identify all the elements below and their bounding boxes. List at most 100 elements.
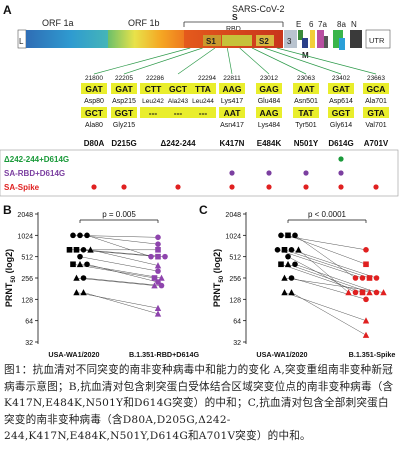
ref-codon-box: [328, 83, 354, 94]
mutation-label: E484K: [257, 139, 282, 148]
figure-caption: 图1：抗血清对不同突变的南非变种病毒中和能力的变化 A,突变重组南非变种新冠病毒…: [4, 364, 394, 443]
mutation-label: Δ242-244: [160, 139, 196, 148]
mut-amino-acid: Tyr501: [295, 122, 317, 129]
panel-b-letter: B: [3, 203, 12, 217]
mut-codon: AAG: [260, 108, 279, 118]
ref-codon: AAT: [298, 84, 316, 94]
variant-rows: Δ242-244+D614G SA-RBD+D614G SA-Spike: [0, 149, 399, 197]
mutation-connector: [123, 47, 203, 75]
data-point-right: [373, 289, 380, 296]
y-tick-label: 32: [233, 340, 241, 347]
ref-codon-box: [363, 83, 389, 94]
mut-codon-box: [363, 107, 389, 118]
mutation-connector: [177, 47, 216, 75]
mutation-connector: [226, 47, 233, 75]
variant-dot: [338, 184, 344, 190]
mutation-label: D614G: [328, 139, 353, 148]
y-tick-label: 256: [229, 276, 241, 283]
pair-line: [294, 235, 356, 279]
ref-codon: TTA: [195, 84, 211, 94]
variant-dot: [266, 184, 272, 190]
s2-region: [256, 35, 274, 46]
y-axis-label-tail: (log2): [212, 249, 222, 276]
ref-amino-acid: Leu242: [142, 98, 164, 105]
data-point-left: [295, 246, 302, 253]
variant-dot: [229, 170, 235, 176]
variant-dot: [175, 184, 181, 190]
figure-svg: A SARS-CoV-2 S RBD L ORF 1a ORF 1b S1 S2…: [0, 3, 399, 359]
data-point-left: [281, 246, 288, 253]
ref-amino-acid: Ala243: [168, 98, 189, 105]
orf8a-label: 8a: [337, 20, 346, 29]
mut-codon: TAT: [298, 108, 314, 118]
y-tick-label: 2048: [17, 212, 33, 219]
pair-line: [294, 264, 377, 293]
ref-amino-acid: Asn501: [294, 98, 318, 105]
ref-amino-acid: Asp80: [84, 98, 104, 105]
l-label: L: [19, 37, 24, 46]
n-label: N: [351, 20, 357, 29]
mut-codon-box: [293, 107, 319, 118]
orf7b-region: [324, 36, 328, 48]
data-point-right: [155, 279, 161, 285]
n-region: [350, 30, 362, 48]
data-point-right: [155, 253, 161, 260]
data-point-left: [278, 232, 284, 239]
ref-amino-acid: Lys417: [221, 98, 243, 105]
pair-line: [291, 249, 377, 279]
genome-position-end: 22294: [198, 75, 216, 82]
mut-amino-acid: Asn417: [220, 122, 244, 129]
orf3-region: [284, 30, 297, 48]
y-tick-label: 256: [21, 276, 33, 283]
y-tick-label: 64: [233, 319, 241, 326]
y-tick-label: 128: [229, 297, 241, 304]
mut-amino-acid: Gly215: [113, 122, 135, 129]
orf8a-region: [333, 30, 343, 48]
mut-codon-box: [328, 107, 354, 118]
mut-codon-box: [256, 107, 282, 118]
mutation-connector: [251, 47, 307, 75]
mutation-grid: 21800 GAT Asp80 GCT Ala80 D80A 22205 GAT Asp215 G…: [81, 47, 389, 148]
pair-line: [287, 264, 370, 293]
data-point-left: [288, 289, 295, 296]
variant-box: [0, 149, 399, 197]
pair-line: [79, 256, 159, 272]
data-point-left: [281, 274, 288, 281]
mutation-connector: [264, 47, 342, 75]
pair-line: [280, 264, 363, 293]
x-label-left: USA-WA1/2020: [256, 350, 307, 359]
mut-codon: ---: [149, 108, 158, 118]
y-tick-label: 32: [25, 340, 33, 347]
ref-codon-box: [293, 83, 319, 94]
pair-line: [79, 235, 159, 245]
data-point-right: [345, 289, 352, 296]
panel-a-letter: A: [3, 3, 12, 17]
pair-line: [86, 264, 159, 283]
variant-label: SA-RBD+D614G: [4, 169, 65, 178]
data-point-right: [162, 253, 168, 260]
data-point-left: [292, 261, 298, 268]
data-point-left: [288, 275, 295, 281]
mutation-label: D80A: [84, 139, 105, 148]
pair-line: [284, 249, 370, 279]
mut-amino-acid: Val701: [365, 122, 386, 129]
pair-line: [298, 249, 349, 293]
data-point-right: [362, 317, 370, 324]
pair-line: [86, 235, 152, 257]
ref-codon: GAT: [85, 84, 103, 94]
mutation-label: A701V: [364, 139, 389, 148]
y-axis-label: PRNT50 (log2): [4, 249, 17, 307]
genome-position: 21800: [85, 75, 103, 82]
genome-title: SARS-CoV-2: [232, 4, 285, 14]
data-point-right: [352, 289, 359, 296]
data-point-left: [77, 253, 83, 260]
mut-codon-box: [111, 107, 137, 118]
orf8a-marker: [339, 38, 345, 50]
pair-line: [83, 277, 162, 286]
y-tick-label: 64: [25, 319, 33, 326]
data-point-right: [366, 275, 373, 281]
data-point-right: [155, 241, 161, 247]
pair-line: [291, 277, 367, 300]
pair-line: [291, 292, 367, 336]
data-point-left: [288, 246, 295, 253]
